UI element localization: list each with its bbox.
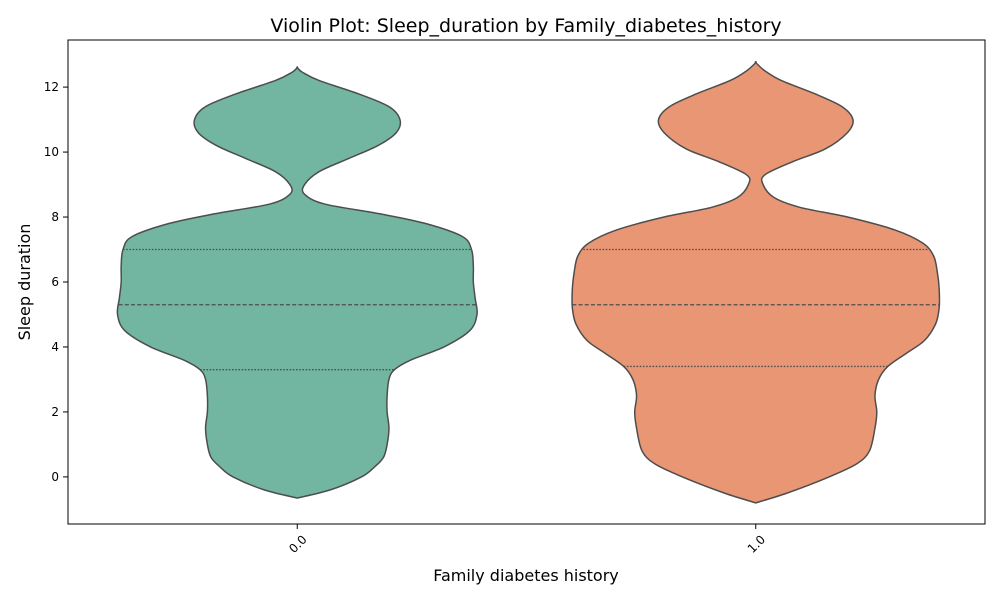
violin-body-0: [116, 66, 478, 499]
y-tick-label: 2: [51, 405, 59, 419]
y-axis: 0 2 4 6 8 10 12: [44, 80, 68, 484]
violin-body-1: [571, 60, 941, 504]
y-axis-label: Sleep duration: [15, 224, 34, 341]
y-tick-label: 12: [44, 80, 59, 94]
chart-title: Violin Plot: Sleep_duration by Family_di…: [270, 15, 781, 37]
y-tick-label: 4: [51, 340, 59, 354]
y-tick-label: 0: [51, 470, 59, 484]
x-axis-label: Family diabetes history: [433, 566, 619, 585]
plot-frame: [67, 39, 986, 525]
violin-group: [116, 60, 941, 504]
y-tick-label: 8: [51, 210, 59, 224]
y-tick-label: 6: [51, 275, 59, 289]
y-tick-label: 10: [44, 145, 59, 159]
